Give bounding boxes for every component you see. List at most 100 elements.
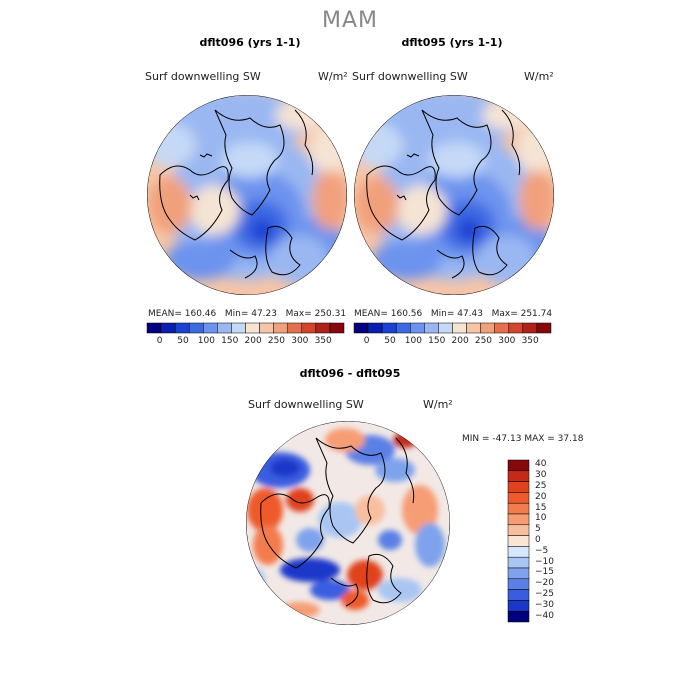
colorbar-diff-tick: −15 [535, 567, 554, 578]
colorbar-diff-swatch [507, 578, 530, 590]
diff-min-label: MIN = [462, 434, 493, 444]
colorbar-diff-tick: 25 [535, 481, 547, 491]
colorbar-diff [507, 459, 530, 623]
colorbar-diff-tick: 15 [535, 502, 547, 513]
variable-label-left: Surf downwelling SW [145, 70, 261, 83]
unit-label-left: W/m² [318, 70, 348, 83]
colorbar-right-tick: 250 [474, 336, 493, 346]
colorbar-left-swatch [231, 322, 246, 334]
colorbar-left-swatch [160, 322, 176, 334]
colorbar-right-swatch [438, 322, 453, 334]
colorbar-left-tick: 0 [156, 336, 163, 346]
diff-max-label: MAX = [524, 434, 558, 444]
colorbar-diff-tick: −5 [535, 545, 549, 556]
colorbar-left-swatch [174, 322, 190, 334]
colorbar-diff-swatch [507, 567, 530, 580]
colorbar-right-tick: 350 [521, 336, 539, 346]
stat-max-right: 251.74 [520, 309, 553, 319]
colorbar-diff-swatch [507, 524, 530, 536]
diff-unit-label: W/m² [423, 398, 453, 411]
colorbar-right-tick: 300 [498, 336, 516, 346]
colorbar-left-swatch [301, 322, 317, 334]
panel-title-right: dflt095 (yrs 1-1) [401, 36, 503, 49]
colorbar-right-swatch [410, 322, 425, 334]
colorbar-right-swatch [381, 322, 397, 334]
stat-mean-right: 160.56 [390, 309, 423, 319]
colorbar-left-tick: 350 [314, 336, 332, 346]
stat-min-right: 47.43 [457, 309, 483, 319]
colorbar-diff-swatch [507, 610, 530, 623]
colorbar-left-tick: 200 [244, 336, 262, 346]
colorbar-right-swatch [536, 322, 552, 334]
colorbar-right-swatch [395, 322, 411, 334]
colorbar-right-tick: 100 [404, 336, 422, 346]
diff-minmax: MIN = -47.13 MAX = 37.18 [462, 434, 583, 444]
colorbar-right-swatch [466, 322, 481, 334]
colorbar-right-swatch [353, 322, 369, 334]
colorbar-diff-swatch [507, 600, 530, 612]
colorbar-diff-swatch [507, 589, 530, 601]
colorbar-left-swatch [273, 322, 288, 334]
page-title: MAM [321, 8, 378, 33]
stat-max-left: 250.31 [314, 309, 347, 319]
colorbar-right-tick: 150 [428, 336, 446, 346]
colorbar-diff-swatch [507, 470, 530, 482]
colorbar-right-tick: 200 [451, 336, 469, 346]
panel-title-left: dflt096 (yrs 1-1) [199, 36, 301, 49]
colorbar-diff-swatch [507, 546, 530, 558]
colorbar-diff-tick: −25 [535, 589, 554, 599]
colorbar-left-swatch [188, 322, 204, 334]
colorbar-diff-swatch [507, 459, 530, 472]
colorbar-left-swatch [245, 322, 260, 334]
stats-right: MEAN= 160.56 Min= 47.43 Max= 251.74 [354, 309, 553, 319]
stats-left: MEAN= 160.46 Min= 47.23 Max= 250.31 [148, 309, 347, 319]
colorbar-left-swatch [315, 322, 331, 334]
colorbar-left-tick: 150 [221, 336, 239, 346]
unit-label-right: W/m² [524, 70, 554, 83]
colorbar-left-swatch [217, 322, 232, 334]
map-left [147, 95, 347, 295]
colorbar-right-tick: 0 [363, 336, 370, 346]
colorbar-diff-swatch [507, 502, 530, 515]
colorbar-diff-tick: 40 [535, 459, 547, 470]
colorbar-diff-tick: 0 [535, 535, 541, 545]
colorbar-diff-swatch [507, 492, 530, 504]
colorbar-diff-swatch [507, 481, 530, 493]
colorbar-right-swatch [367, 322, 383, 334]
colorbar-diff-tick: 10 [535, 513, 547, 524]
colorbar-left-tick: 300 [291, 336, 309, 346]
diff-title: dflt096 - dflt095 [299, 367, 401, 380]
colorbar-left-tick: 50 [177, 336, 189, 346]
stat-mean-left: 160.46 [184, 309, 217, 319]
stat-min-left: 47.23 [251, 309, 277, 319]
colorbar-right-swatch [494, 322, 510, 334]
colorbar-diff-tick: 5 [535, 524, 541, 535]
colorbar-left-swatch [287, 322, 303, 334]
colorbar-right-swatch [508, 322, 524, 334]
colorbar-diff-tick: 20 [535, 491, 547, 502]
diff-max: 37.18 [557, 434, 584, 444]
colorbar-diff-tick: −30 [535, 599, 554, 610]
colorbar-right-swatch [424, 322, 439, 334]
colorbar-left-swatch [259, 322, 274, 334]
colorbar-diff-swatch [507, 556, 530, 569]
colorbar-diff-tick: −40 [535, 610, 554, 621]
colorbar-left-swatch [329, 322, 345, 334]
colorbar-right-swatch [480, 322, 495, 334]
colorbar-diff-swatch [507, 513, 530, 526]
colorbar-diff-swatch [507, 535, 530, 547]
colorbar-left-tick: 100 [197, 336, 215, 346]
colorbar-right-tick: 50 [384, 336, 396, 346]
colorbar-diff-tick: −10 [535, 556, 554, 567]
colorbar-diff-tick: 30 [535, 470, 547, 481]
map-right [354, 95, 554, 295]
colorbar-right-swatch [452, 322, 467, 334]
variable-label-right: Surf downwelling SW [352, 70, 468, 83]
colorbar-left [146, 322, 345, 334]
diff-variable-label: Surf downwelling SW [248, 398, 364, 411]
diff-min: -47.13 [492, 434, 522, 444]
colorbar-left-swatch [203, 322, 218, 334]
colorbar-right-swatch [522, 322, 538, 334]
map-diff [246, 421, 450, 625]
